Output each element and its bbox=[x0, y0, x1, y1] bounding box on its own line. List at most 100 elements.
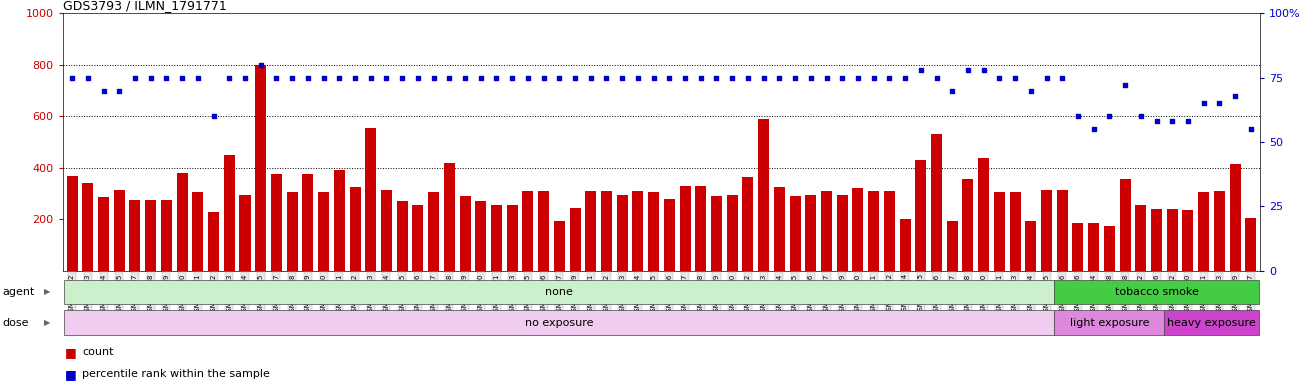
Point bbox=[707, 75, 727, 81]
Text: GSM451179: GSM451179 bbox=[304, 273, 311, 316]
Bar bbox=[303, 174, 313, 271]
Text: GSM451233: GSM451233 bbox=[1012, 273, 1019, 316]
Bar bbox=[522, 191, 533, 271]
Text: GSM451208: GSM451208 bbox=[697, 273, 704, 316]
Bar bbox=[366, 128, 376, 271]
Point bbox=[77, 75, 98, 81]
Point bbox=[486, 75, 507, 81]
Point bbox=[470, 75, 491, 81]
Point bbox=[1036, 75, 1057, 81]
Bar bbox=[585, 191, 597, 271]
Text: GSM451227: GSM451227 bbox=[949, 273, 955, 316]
Text: GSM451222: GSM451222 bbox=[887, 273, 892, 315]
Bar bbox=[884, 191, 895, 271]
Text: GSM451180: GSM451180 bbox=[320, 273, 326, 316]
Bar bbox=[1054, 280, 1259, 304]
Bar bbox=[1213, 191, 1225, 271]
Text: GSM451199: GSM451199 bbox=[572, 273, 579, 316]
Text: GSM451189: GSM451189 bbox=[462, 273, 468, 316]
Text: GSM451228: GSM451228 bbox=[965, 273, 970, 316]
Point bbox=[235, 75, 256, 81]
Text: ■: ■ bbox=[65, 368, 77, 381]
Bar bbox=[334, 170, 345, 271]
Point bbox=[219, 75, 240, 81]
Text: GSM451232: GSM451232 bbox=[1138, 273, 1144, 316]
Point bbox=[738, 75, 759, 81]
Point bbox=[517, 75, 538, 81]
Text: agent: agent bbox=[3, 287, 35, 297]
Text: GSM451196: GSM451196 bbox=[541, 273, 547, 316]
Point bbox=[155, 75, 176, 81]
Bar bbox=[1198, 192, 1209, 271]
Point bbox=[1225, 93, 1246, 99]
Text: GSM451187: GSM451187 bbox=[431, 273, 436, 316]
Bar bbox=[428, 192, 439, 271]
Text: GSM451185: GSM451185 bbox=[400, 273, 405, 316]
Bar bbox=[319, 192, 329, 271]
Text: GSM451195: GSM451195 bbox=[525, 273, 532, 316]
Text: GSM451236: GSM451236 bbox=[1059, 273, 1066, 316]
Text: count: count bbox=[82, 347, 114, 357]
Text: GSM451214: GSM451214 bbox=[776, 273, 782, 316]
Text: ▶: ▶ bbox=[44, 318, 51, 327]
Point bbox=[345, 75, 366, 81]
Point bbox=[1241, 126, 1262, 132]
Text: GSM451166: GSM451166 bbox=[1075, 273, 1081, 316]
Text: GSM451167: GSM451167 bbox=[132, 273, 138, 316]
Bar bbox=[82, 183, 93, 271]
Bar bbox=[947, 220, 957, 271]
Text: GSM451183: GSM451183 bbox=[368, 273, 374, 316]
Point bbox=[1067, 113, 1088, 119]
Bar bbox=[413, 205, 423, 271]
Bar bbox=[1041, 190, 1053, 271]
Bar bbox=[916, 160, 926, 271]
Bar bbox=[64, 280, 1054, 304]
Bar bbox=[679, 186, 691, 271]
Point bbox=[313, 75, 334, 81]
Text: GSM451217: GSM451217 bbox=[824, 273, 829, 316]
Bar bbox=[538, 191, 549, 271]
Text: GSM451205: GSM451205 bbox=[650, 273, 657, 316]
Bar bbox=[790, 196, 801, 271]
Text: GSM451176: GSM451176 bbox=[1153, 273, 1160, 316]
Bar bbox=[853, 189, 863, 271]
Point bbox=[1178, 118, 1199, 124]
Text: GSM451224: GSM451224 bbox=[902, 273, 908, 315]
Point bbox=[1020, 88, 1041, 94]
Text: GSM451230: GSM451230 bbox=[981, 273, 986, 316]
Bar bbox=[1088, 223, 1100, 271]
Text: GSM451186: GSM451186 bbox=[415, 273, 421, 316]
Bar bbox=[381, 190, 392, 271]
Bar bbox=[507, 205, 517, 271]
Text: GSM451213: GSM451213 bbox=[760, 273, 767, 316]
Bar bbox=[114, 190, 125, 271]
Text: GSM451215: GSM451215 bbox=[791, 273, 798, 316]
Point bbox=[298, 75, 319, 81]
Bar bbox=[1246, 218, 1256, 271]
Bar bbox=[239, 195, 251, 271]
Point bbox=[187, 75, 208, 81]
Bar bbox=[931, 134, 942, 271]
Bar bbox=[67, 175, 77, 271]
Point bbox=[124, 75, 145, 81]
Bar bbox=[397, 201, 407, 271]
Text: GSM451173: GSM451173 bbox=[226, 273, 232, 316]
Bar bbox=[1104, 226, 1115, 271]
Point bbox=[863, 75, 884, 81]
Text: none: none bbox=[546, 287, 573, 297]
Text: GSM451220: GSM451220 bbox=[855, 273, 861, 316]
Bar bbox=[255, 65, 266, 271]
Bar bbox=[1165, 310, 1259, 334]
Point bbox=[1051, 75, 1072, 81]
Point bbox=[785, 75, 806, 81]
Bar bbox=[64, 310, 1054, 334]
Point bbox=[942, 88, 963, 94]
Point bbox=[360, 75, 381, 81]
Point bbox=[848, 75, 868, 81]
Point bbox=[439, 75, 460, 81]
Text: GSM451197: GSM451197 bbox=[556, 273, 563, 316]
Point bbox=[816, 75, 837, 81]
Text: GSM451225: GSM451225 bbox=[918, 273, 923, 315]
Point bbox=[801, 75, 821, 81]
Text: GSM451198: GSM451198 bbox=[1106, 273, 1113, 316]
